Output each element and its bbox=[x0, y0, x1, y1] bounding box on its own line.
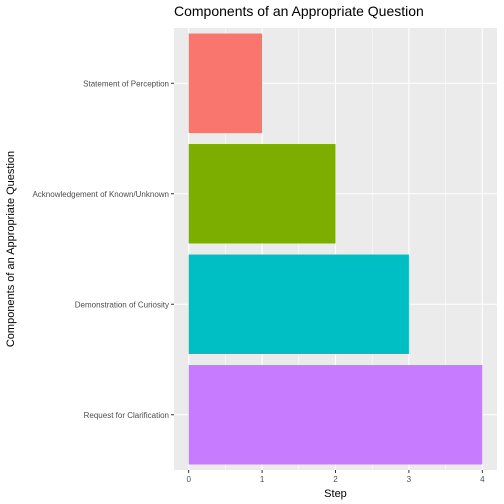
x-tick-label: 2 bbox=[333, 475, 338, 484]
x-tick-label: 3 bbox=[407, 475, 412, 484]
bar bbox=[188, 254, 409, 354]
x-axis-title: Step bbox=[324, 488, 347, 500]
y-axis-ticks: Statement of Perception Acknowledgement o… bbox=[32, 79, 174, 420]
bar bbox=[188, 33, 263, 133]
y-tick-label: Statement of Perception bbox=[83, 79, 169, 88]
bar bbox=[188, 144, 336, 244]
y-tick-label: Acknowledgement of Known/Unknown bbox=[32, 190, 169, 199]
x-axis-ticks: 0 1 2 3 4 bbox=[186, 470, 485, 484]
y-axis-title: Components of an Appropriate Question bbox=[5, 151, 17, 347]
chart-title: Components of an Appropriate Question bbox=[174, 3, 424, 19]
x-tick-label: 0 bbox=[186, 475, 191, 484]
x-tick-label: 4 bbox=[480, 475, 485, 484]
y-tick-label: Request for Clarification bbox=[84, 411, 169, 420]
y-tick-label: Demonstration of Curiosity bbox=[75, 300, 169, 309]
bars bbox=[188, 33, 483, 465]
x-tick-label: 1 bbox=[260, 475, 265, 484]
bar bbox=[188, 365, 483, 465]
